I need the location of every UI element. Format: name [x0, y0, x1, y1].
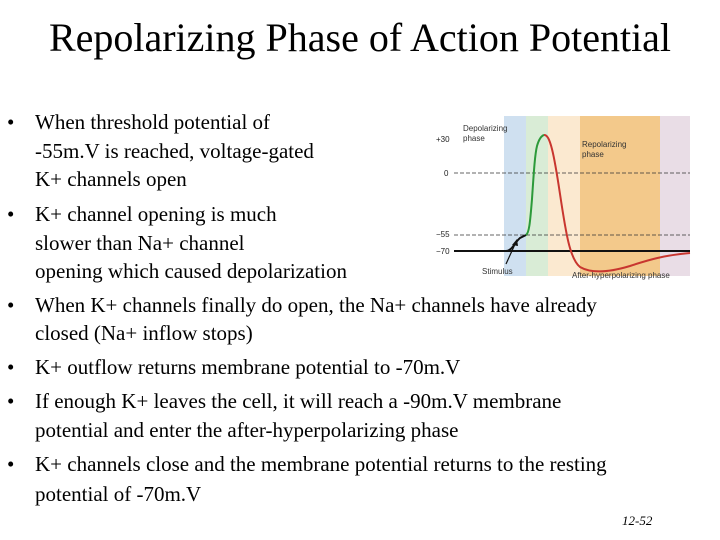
repolarizing-label: Repolarizing	[582, 140, 626, 149]
bullet-text-line: slower than Na+ channel	[35, 231, 245, 255]
stimulus-arrow	[505, 241, 517, 265]
phase-band-green	[526, 116, 548, 276]
repolarizing-label: phase	[582, 150, 604, 159]
bullet-text-line: When K+ channels finally do open, the Na…	[35, 293, 597, 317]
bullet-text-line: potential and enter the after-hyperpolar…	[35, 418, 459, 442]
bullet-dot: •	[7, 452, 15, 476]
bullet-text-line: -55m.V is reached, voltage-gated	[35, 139, 314, 163]
y-tick-label: 0	[444, 169, 449, 178]
depolarizing-label: phase	[463, 134, 485, 143]
bullet-text-line: K+ channels open	[35, 167, 187, 191]
bullet-dot: •	[7, 293, 15, 317]
y-tick-label: −70	[436, 247, 450, 256]
depolarizing-trace	[525, 134, 545, 236]
slide-title: Repolarizing Phase of Action Potential	[48, 15, 672, 60]
y-tick-label: −55	[436, 230, 450, 239]
phase-band-orange	[580, 116, 660, 276]
bullet-dot: •	[7, 110, 15, 134]
stimulus-label: Stimulus	[482, 267, 513, 276]
bullet-dot: •	[7, 355, 15, 379]
bullet-text-line: K+ channels close and the membrane poten…	[35, 452, 607, 476]
phase-band-blue	[504, 116, 526, 276]
after-hyperpolarizing-label: After-hyperpolarizing phase	[572, 271, 670, 280]
bullet-dot: •	[7, 202, 15, 226]
slide-number: 12-52	[622, 513, 653, 528]
stimulus-arrowhead	[512, 239, 518, 246]
bullet-text-line: When threshold potential of	[35, 110, 271, 134]
action-potential-figure: +30 0 −55 −70 Depolarizing phase Repolar…	[420, 114, 692, 284]
bullet-text-line: opening which caused depolarization	[35, 259, 347, 283]
depolarizing-label: Depolarizing	[463, 124, 507, 133]
bullet-text-line: K+ outflow returns membrane potential to…	[35, 355, 461, 379]
repolarizing-trace	[543, 134, 691, 273]
bullet-text-line: potential of -70m.V	[35, 482, 202, 506]
bullet-text-line: closed (Na+ inflow stops)	[35, 321, 253, 345]
phase-band-cream	[548, 116, 580, 276]
y-tick-label: +30	[436, 135, 450, 144]
bullet-dot: •	[7, 389, 15, 413]
bullet-text-line: K+ channel opening is much	[35, 202, 277, 226]
phase-band-pink	[660, 116, 690, 276]
bullet-text-line: If enough K+ leaves the cell, it will re…	[35, 389, 562, 413]
resting-trace	[454, 234, 527, 252]
